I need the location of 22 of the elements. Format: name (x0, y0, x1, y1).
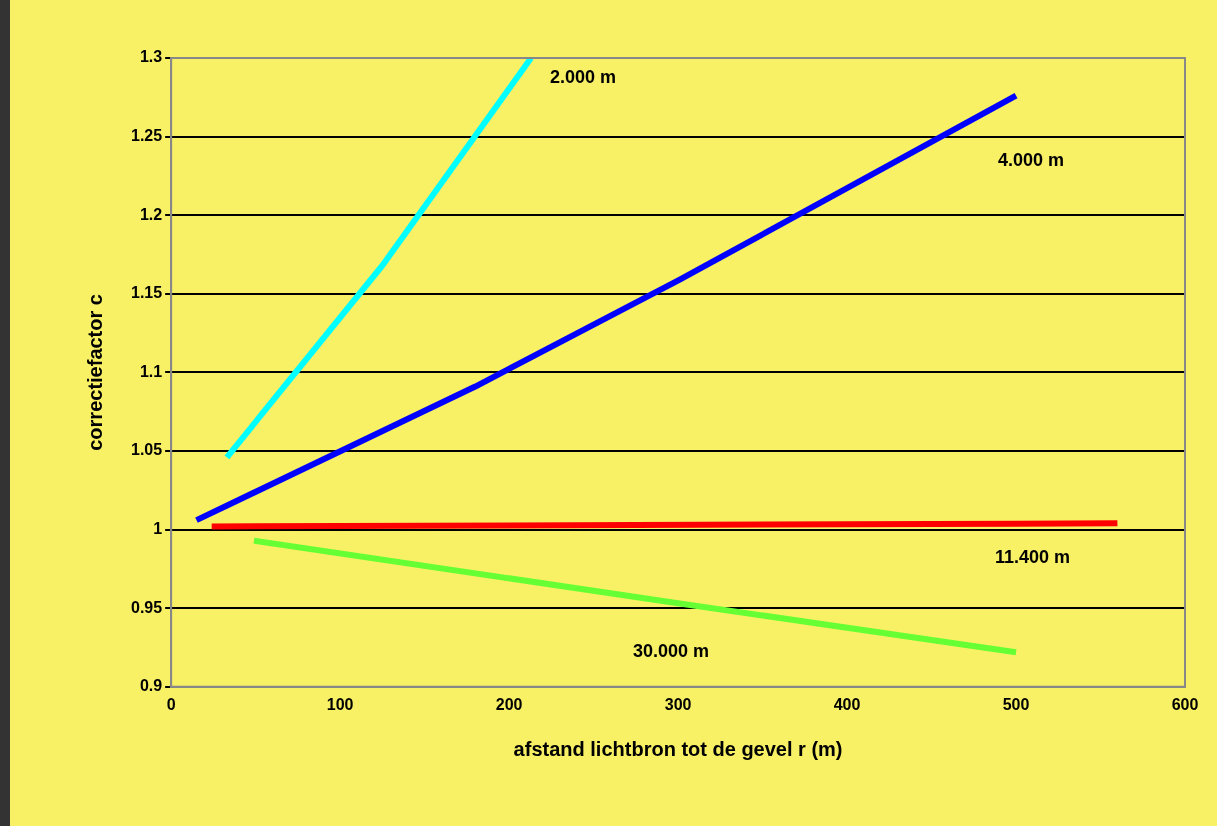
text: 4.000 m (997, 149, 1065, 170)
x-tick-label: 0 (166, 695, 176, 713)
x-tick-label: 500 (1002, 695, 1030, 713)
y-tick-label: 1 (153, 520, 163, 538)
x-tick-label: 600 (1171, 695, 1199, 713)
series-label: 11.400 m (994, 547, 1070, 568)
x-tick-label: 200 (495, 695, 523, 713)
y-tick-label: 1.2 (139, 205, 163, 223)
x-tick-label: 100 (326, 695, 354, 713)
x-tick-label: 300 (664, 695, 692, 713)
y-axis-title: correctiefactor c (83, 294, 106, 451)
y-tick-label: 1.25 (131, 127, 163, 145)
y-tick-label: 1.1 (139, 362, 163, 380)
x-axis-title: afstand lichtbron tot de gevel r (m) (513, 737, 843, 760)
series-label: 2.000 m (550, 66, 617, 87)
y-tick-label: 1.05 (131, 441, 163, 459)
y-tick-label: 0.95 (131, 598, 163, 616)
y-tick-label: 0.9 (139, 677, 163, 695)
series-label: 30.000 m (632, 641, 710, 662)
y-tick-label: 1.15 (131, 284, 163, 302)
x-tick-label: 400 (833, 695, 861, 713)
y-tick-label: 1.3 (139, 48, 163, 66)
